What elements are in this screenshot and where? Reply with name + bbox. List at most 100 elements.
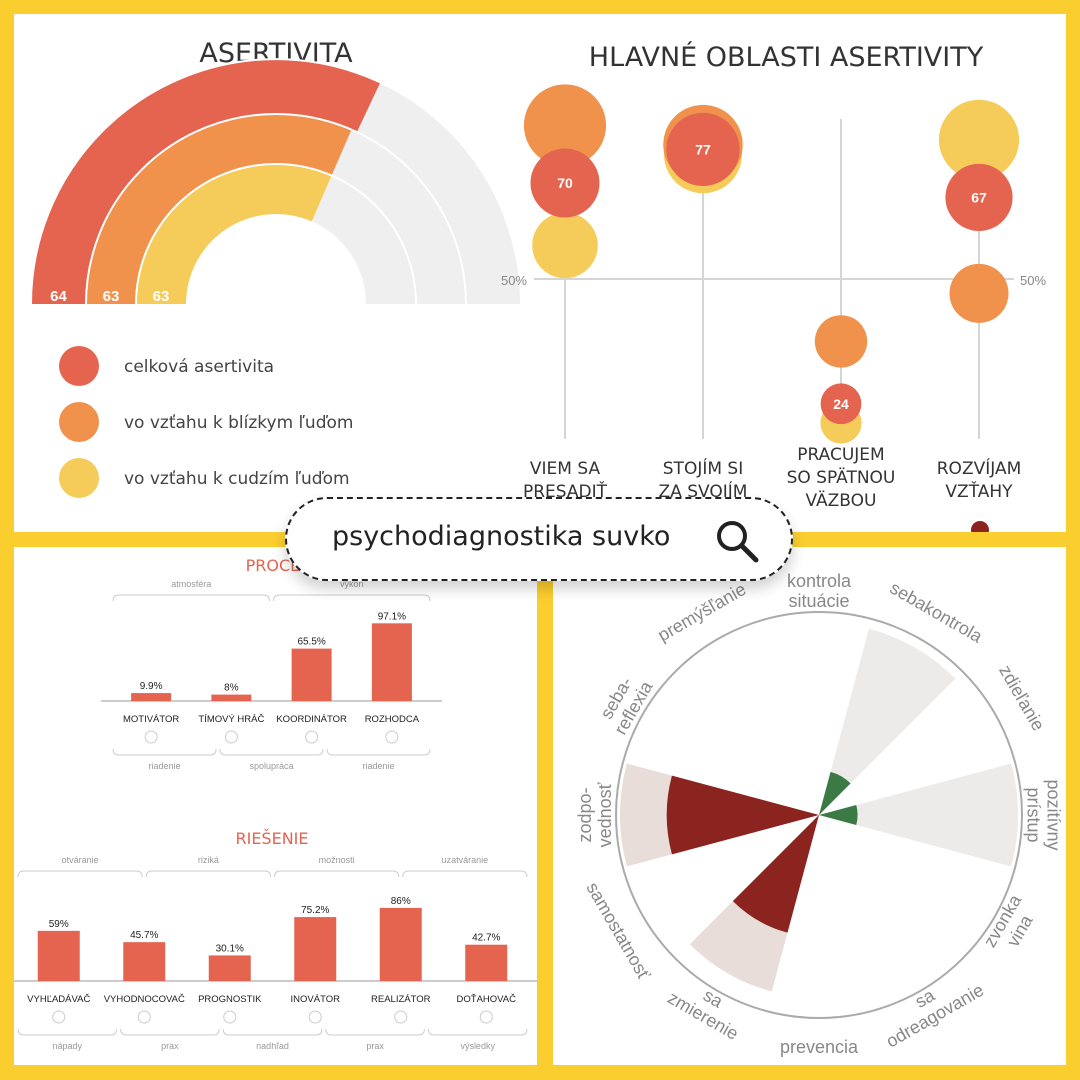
bottom-group-bracket [325,1028,425,1036]
outer-circle [615,611,1023,1019]
role-icon [394,1010,408,1024]
ring-value-label: 63 [153,288,170,305]
bar [291,648,332,701]
category-label: VZŤAHY [945,480,1013,502]
segment-value [666,775,819,855]
bar-value-label: 65.5% [297,637,325,648]
bar-value-label: 86% [391,896,411,907]
polar-label: pozitívny [1043,779,1063,850]
ring-value [86,114,352,304]
bar [465,944,508,981]
role-icon [224,730,238,744]
legend-swatch [59,346,99,386]
polar-label: prístup [1023,787,1043,842]
bar-category-label: PROGNOSTIK [198,994,262,1005]
top-group-label: atmosféra [171,579,211,589]
polar-label: vednosť [595,782,615,847]
role-icon [144,730,158,744]
reference-label-right: 50% [1020,273,1046,288]
bubble-total [945,163,1013,231]
bar-category-label: VYHĽADÁVAČ [27,994,90,1005]
bottom-group-bracket [120,1028,220,1036]
role-icon [479,1010,493,1024]
bar-category-label: INOVÁTOR [291,994,341,1005]
segment-value [732,815,819,933]
top-group-label: riziká [198,855,219,865]
coping-panel: kontrola situácie sebakontrola zdieľanie poz… [553,547,1066,1065]
legend-swatch [59,458,99,498]
bubble-close [523,84,607,167]
bar [208,955,251,981]
bar-category-label: DOŤAHOVAČ [457,994,517,1005]
polar-label: premýšľanie [654,579,749,645]
polar-label: odreagovanie [883,980,987,1052]
category-label: STOJÍM SI [663,457,743,479]
ring-separator [85,113,467,305]
riesenie-bar-chart: otváranie riziká možnosti uzatváranie 59% VYH… [14,855,537,1051]
bottom-group-label: riadenie [148,761,180,771]
bottom-group-bracket [17,1028,118,1036]
info-icon [971,521,989,532]
search-box[interactable]: psychodiagnostika suvko [285,497,793,581]
main-areas-title: HLAVNÉ OBLASTI ASERTIVITY [589,41,984,73]
top-group-bracket [273,594,431,602]
category-label: PRACUJEM [797,445,884,465]
legend-label: vo vzťahu k cudzím ľuďom [124,469,350,489]
bar-category-label: MOTIVÁTOR [123,714,179,725]
ring-separator [30,58,522,305]
bar [123,942,166,981]
category-label: ROZVÍJAM [937,457,1022,479]
bottom-group-label: riadenie [362,761,394,771]
bar-category-label: ROZHODCA [365,714,420,725]
polar-label: zodpo- [575,787,595,842]
search-icon[interactable] [713,517,761,565]
bar-value-label: 59% [49,919,69,930]
bubble-strangers [532,212,598,279]
bar-category-label: KOORDINÁTOR [276,714,347,725]
bubble-close [814,315,868,368]
bar-value-label: 45.7% [130,930,158,941]
bar [379,907,422,981]
asertivita-panel: ASERTIVITA HLAVNÉ OBLASTI ASERTIVITY 64 6… [14,14,1066,532]
top-group-bracket [402,870,528,878]
segment-inner [819,771,851,815]
bar [37,930,80,981]
top-group-label: uzatváranie [442,855,489,865]
polar-label: zdieľanie [995,662,1048,735]
bottom-group-label: nápady [53,1041,83,1051]
bar-value-label: 8% [224,683,239,694]
bubble-value-label: 67 [971,189,987,205]
bar-value-label: 42.7% [472,933,500,944]
bubble-value-label: 24 [833,396,849,412]
bar-value-label: 9.9% [140,681,163,692]
asertivita-charts: ASERTIVITA HLAVNÉ OBLASTI ASERTIVITY 64 6… [30,38,1046,532]
ring-value-label: 64 [50,288,67,305]
segment-background [819,628,956,815]
bottom-group-bracket [427,1028,528,1036]
bar [294,917,337,981]
bottom-group-bracket [219,748,324,756]
category-label: VÄZBOU [805,490,876,511]
bottom-group-bracket [326,748,431,756]
bottom-group-label: prax [366,1041,384,1051]
bar-category-label: VYHODNOCOVAČ [104,994,185,1005]
top-group-bracket [17,870,143,878]
bubble-total [820,383,862,425]
bubble-value-label: 77 [695,141,711,157]
bottom-group-label: spolupráca [249,761,293,771]
ring-separator [135,163,417,305]
bottom-group-bracket [222,1028,323,1036]
bubble-total [530,148,600,218]
polar-label: samostatnosť [582,879,654,983]
top-group-label: možnosti [319,855,355,865]
legend: celková asertivita vo vzťahu k blízkym ľu… [59,346,353,498]
role-icon [137,1010,151,1024]
team-roles-panel: PROCES atmosféra výkon 9.9% MOTIVÁTOR 8% TÍMO… [14,547,537,1065]
bubble-close [949,263,1009,323]
role-icon [223,1010,237,1024]
polar-label: kontrola [787,571,852,591]
bar-value-label: 75.2% [301,905,329,916]
